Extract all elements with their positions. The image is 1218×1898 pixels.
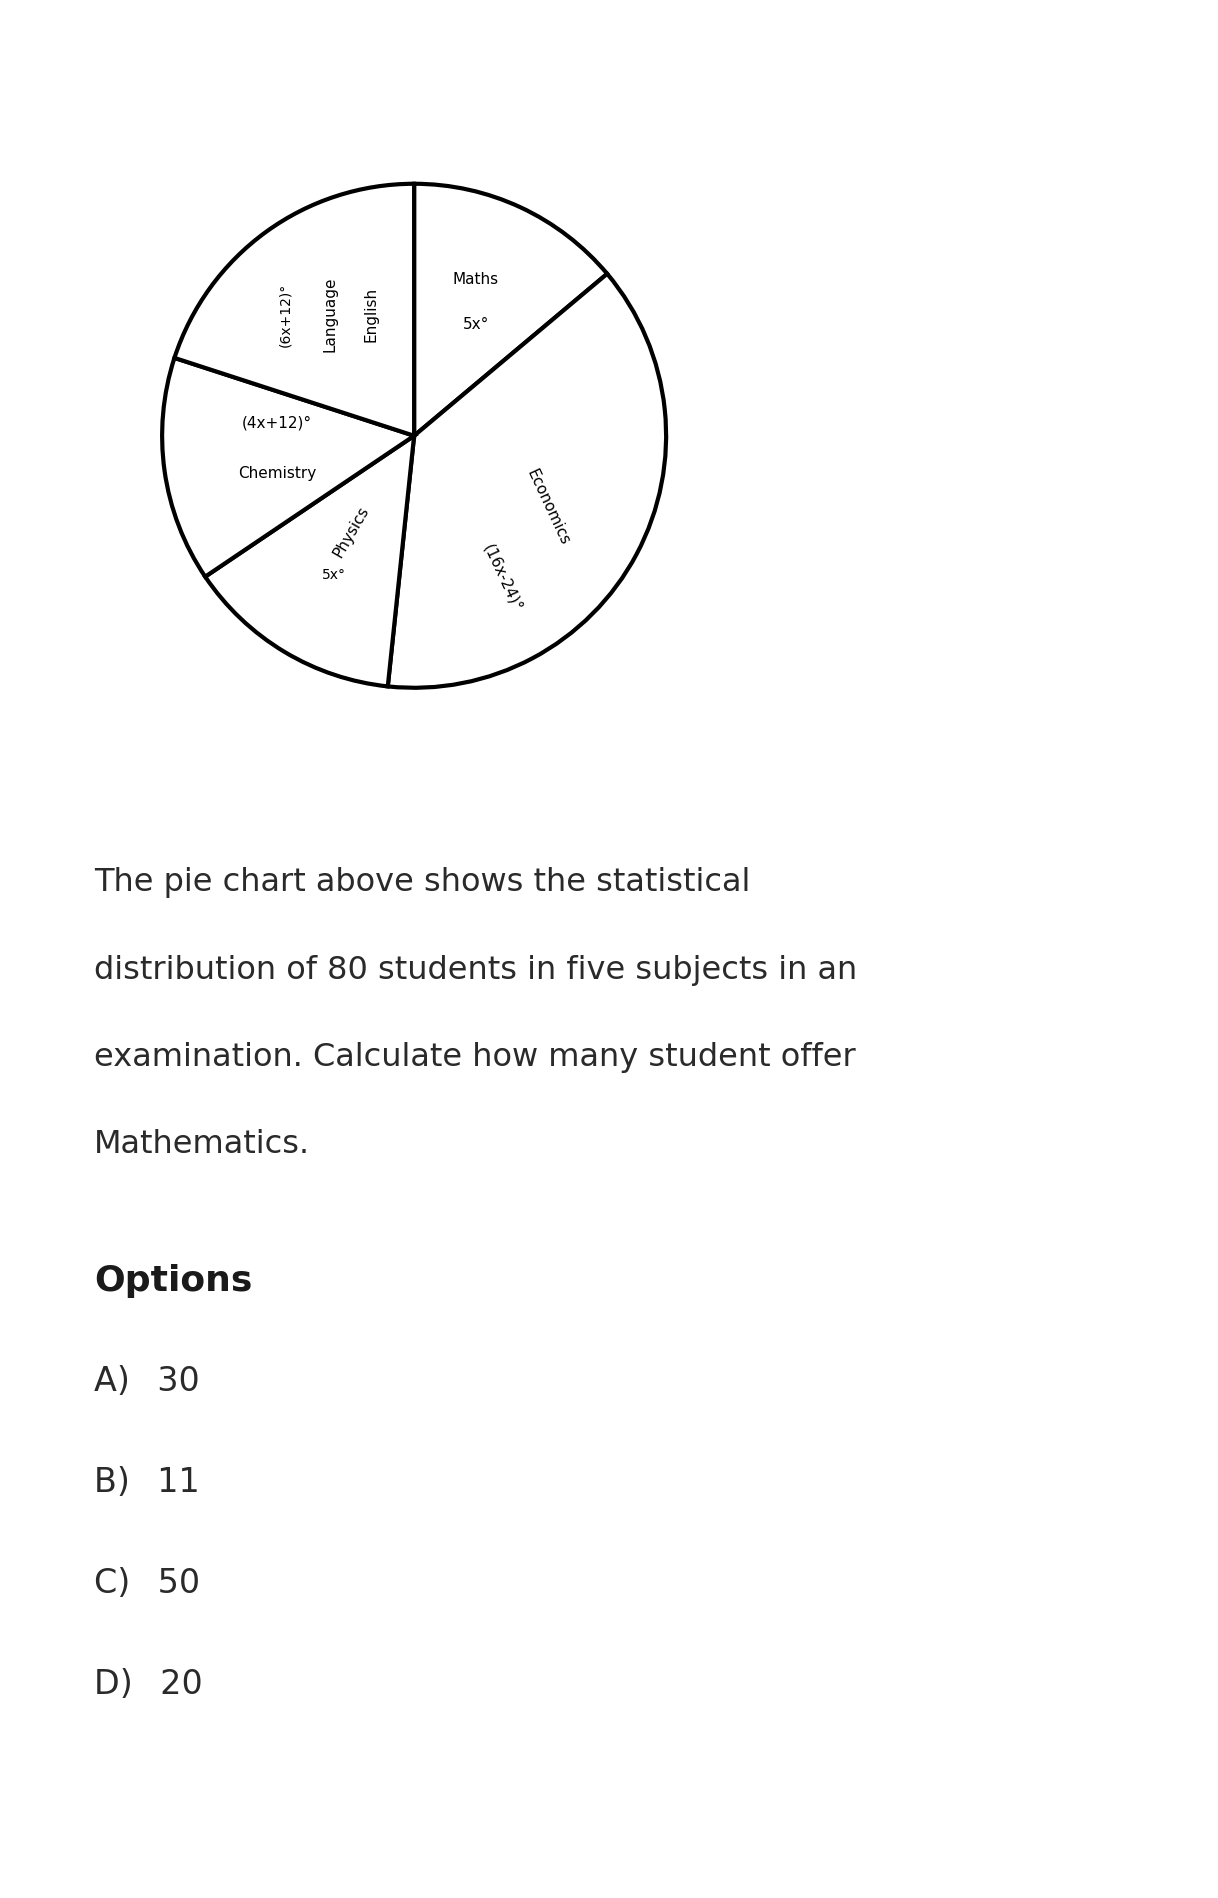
Text: (4x+12)°: (4x+12)°	[242, 416, 312, 431]
Wedge shape	[174, 184, 414, 437]
Text: The pie chart above shows the statistical: The pie chart above shows the statistica…	[94, 867, 750, 898]
Text: Chemistry: Chemistry	[238, 465, 315, 480]
Text: (6x+12)°: (6x+12)°	[278, 283, 292, 347]
Text: distribution of 80 students in five subjects in an: distribution of 80 students in five subj…	[94, 955, 857, 985]
Text: D)  20: D) 20	[94, 1666, 202, 1701]
Wedge shape	[414, 184, 607, 437]
Text: Economics: Economics	[524, 467, 571, 549]
Text: A)  30: A) 30	[94, 1365, 200, 1397]
Text: examination. Calculate how many student offer: examination. Calculate how many student …	[94, 1042, 855, 1072]
Text: (16x-24)°: (16x-24)°	[480, 543, 525, 615]
Text: C)  50: C) 50	[94, 1566, 200, 1600]
Text: B)  11: B) 11	[94, 1465, 200, 1498]
Text: 5x°: 5x°	[322, 568, 346, 581]
Text: 5x°: 5x°	[463, 317, 490, 332]
Wedge shape	[205, 437, 414, 687]
Wedge shape	[162, 359, 414, 577]
Text: Maths: Maths	[453, 271, 499, 287]
Wedge shape	[387, 275, 666, 689]
Text: English: English	[363, 287, 378, 342]
Text: Mathematics.: Mathematics.	[94, 1129, 309, 1160]
Text: Options: Options	[94, 1264, 252, 1298]
Text: Physics: Physics	[331, 503, 371, 560]
Text: Language: Language	[323, 277, 337, 351]
